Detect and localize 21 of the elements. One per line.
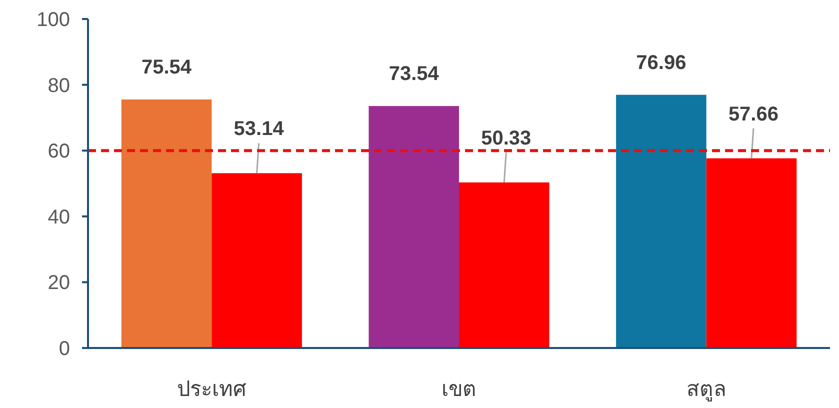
- bar: [706, 158, 797, 348]
- y-tick-label: 20: [48, 272, 70, 294]
- bar: [121, 99, 212, 348]
- bar: [459, 182, 550, 348]
- y-tick-label: 60: [48, 140, 70, 163]
- data-label: 57.66: [728, 103, 779, 126]
- x-tick-label: ประเทศ: [177, 378, 248, 401]
- data-label: 75.54: [141, 56, 192, 78]
- x-tick-label: สตูล: [686, 378, 726, 402]
- data-label: 53.14: [234, 118, 285, 140]
- y-tick-label: 100: [36, 9, 70, 31]
- bar: [368, 106, 459, 348]
- bar: [212, 173, 302, 348]
- data-label: 76.96: [636, 52, 686, 74]
- data-label: 73.54: [388, 63, 440, 86]
- bar: [616, 94, 706, 348]
- y-tick-label: 40: [48, 206, 70, 228]
- x-tick-label: เขต: [442, 378, 476, 401]
- y-tick-label: 0: [58, 338, 70, 360]
- data-label: 50.33: [481, 127, 532, 150]
- y-tick-label: 80: [48, 74, 70, 97]
